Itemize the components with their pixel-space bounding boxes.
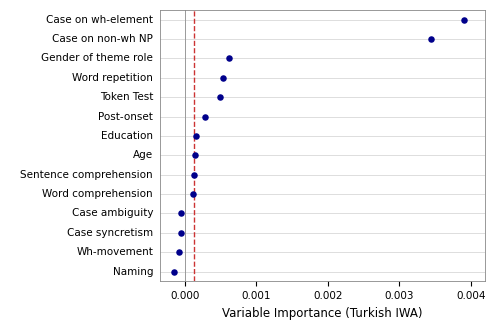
Text: Education: Education bbox=[101, 131, 153, 141]
Text: Case syncretism: Case syncretism bbox=[67, 228, 153, 238]
Point bbox=[226, 56, 234, 61]
Point bbox=[176, 250, 184, 255]
Point bbox=[192, 133, 200, 139]
Text: Case on wh-element: Case on wh-element bbox=[46, 15, 153, 24]
Point bbox=[428, 36, 436, 42]
Point bbox=[178, 211, 186, 216]
Text: Wh-movement: Wh-movement bbox=[76, 247, 153, 257]
Text: Post-onset: Post-onset bbox=[98, 112, 153, 121]
Point bbox=[176, 230, 184, 236]
Point bbox=[170, 269, 178, 274]
Text: Sentence comprehension: Sentence comprehension bbox=[20, 170, 153, 180]
Text: Naming: Naming bbox=[112, 267, 153, 277]
Point bbox=[216, 95, 224, 100]
Point bbox=[190, 172, 198, 177]
Point bbox=[201, 114, 209, 119]
Text: Case ambiguity: Case ambiguity bbox=[72, 209, 153, 218]
Text: Case on non-wh NP: Case on non-wh NP bbox=[52, 34, 153, 44]
Text: Age: Age bbox=[133, 150, 153, 160]
Point bbox=[192, 153, 200, 158]
Point bbox=[219, 75, 227, 80]
X-axis label: Variable Importance (Turkish IWA): Variable Importance (Turkish IWA) bbox=[222, 307, 423, 320]
Point bbox=[189, 191, 197, 197]
Text: Gender of theme role: Gender of theme role bbox=[41, 53, 153, 64]
Point bbox=[460, 17, 468, 22]
Text: Word repetition: Word repetition bbox=[72, 73, 153, 83]
Text: Token Test: Token Test bbox=[100, 92, 153, 102]
Text: Word comprehension: Word comprehension bbox=[42, 189, 153, 199]
